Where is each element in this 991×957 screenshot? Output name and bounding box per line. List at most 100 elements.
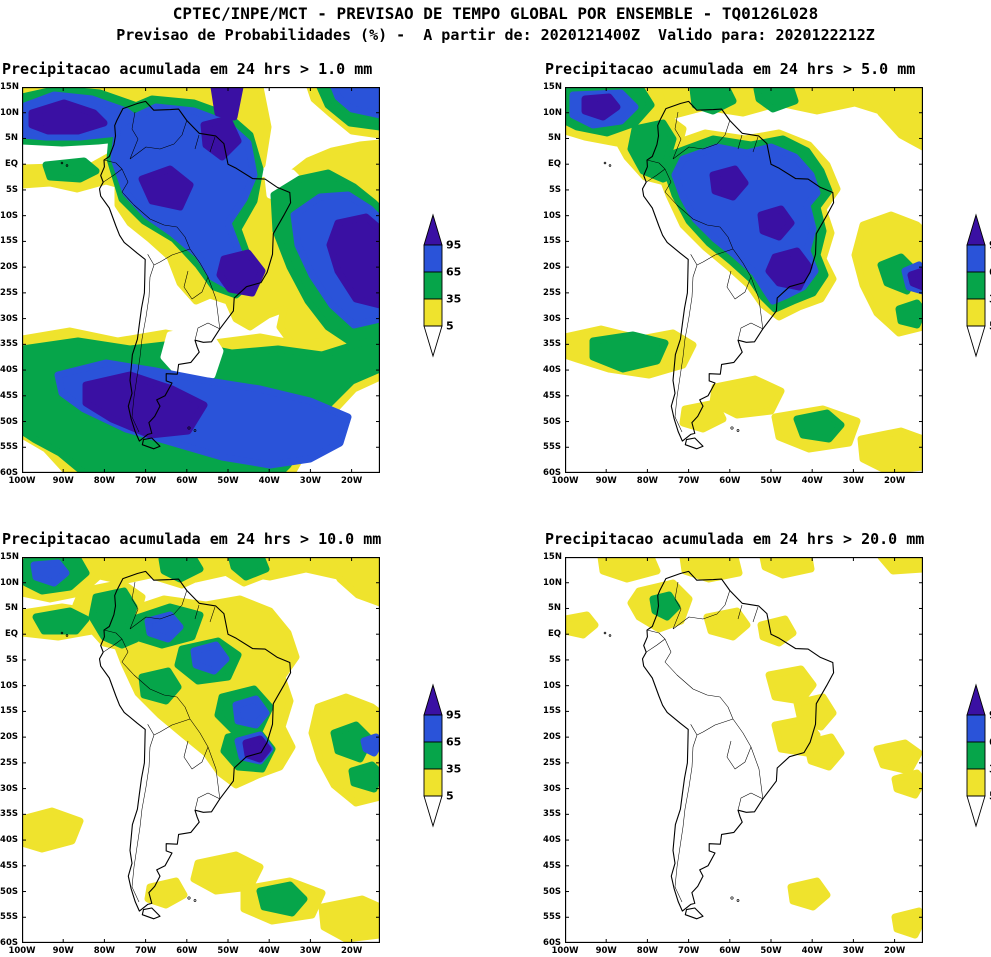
lat-tick-label: 45S (0, 390, 18, 401)
lat-tick-label: 5S (548, 654, 561, 665)
lon-tick-label: 70W (677, 946, 700, 956)
lon-tick-label: 50W (760, 476, 782, 486)
lat-tick-label: 35S (0, 809, 18, 820)
colorbar-label-35: 35 (446, 293, 461, 306)
lat-tick-label: 45S (543, 860, 561, 871)
colorbar-label-65: 65 (989, 736, 991, 749)
lat-tick-label: 55S (543, 442, 561, 453)
lon-tick-label: 90W (52, 476, 74, 486)
lon-tick-label: 70W (677, 476, 700, 486)
lat-tick-label: 15S (0, 236, 18, 247)
lat-tick-label: 20S (543, 732, 561, 743)
lat-tick-label: 5N (4, 133, 18, 144)
lat-tick-label: 25S (0, 757, 18, 768)
axis-tick-marks (22, 557, 380, 943)
lat-tick-label: 15N (0, 82, 19, 92)
lon-tick-label: 80W (93, 476, 115, 486)
page-title: CPTEC/INPE/MCT - PREVISAO DE TEMPO GLOBA… (172, 4, 819, 23)
probability-shading (565, 557, 923, 939)
colorbar-label-35: 35 (989, 763, 991, 776)
lon-tick-label: 50W (760, 946, 782, 956)
panel-title: Precipitacao acumulada em 24 hrs > 1.0 m… (2, 60, 373, 78)
lat-tick-label: 15N (543, 82, 562, 92)
panel-precip-gt-1mm: Precipitacao acumulada em 24 hrs > 1.0 m… (0, 52, 470, 492)
lat-tick-label: 5N (547, 603, 561, 614)
lat-tick-label: EQ (547, 629, 561, 640)
lon-tick-label: 90W (52, 946, 74, 956)
colorbar-label-5: 5 (989, 320, 991, 333)
lat-tick-label: 55S (0, 912, 18, 923)
lat-tick-label: 5N (4, 603, 18, 614)
lon-tick-label: 60W (719, 476, 741, 486)
lon-tick-label: 90W (595, 476, 617, 486)
axis-tick-marks (565, 557, 923, 943)
lat-tick-label: 50S (543, 886, 561, 897)
probability-shading (22, 557, 380, 943)
lat-tick-label: 10N (0, 107, 19, 118)
lat-tick-label: 50S (543, 416, 561, 427)
lat-tick-label: 10S (0, 210, 18, 221)
lon-tick-label: 20W (883, 476, 906, 486)
map-frame (565, 87, 923, 473)
lon-tick-label: 30W (299, 946, 321, 956)
lat-tick-label: 5N (547, 133, 561, 144)
lat-tick-label: 60S (0, 468, 18, 478)
lon-tick-label: 40W (258, 946, 280, 956)
map-frame (22, 87, 380, 473)
panel-title: Precipitacao acumulada em 24 hrs > 20.0 … (545, 530, 925, 548)
lat-tick-label: 15S (0, 706, 18, 717)
lat-tick-label: 50S (0, 886, 18, 897)
lon-tick-label: 50W (217, 946, 239, 956)
lat-tick-label: 30S (543, 313, 561, 324)
lon-tick-label: 90W (595, 946, 617, 956)
lon-tick-label: 100W (551, 946, 579, 956)
lon-tick-label: 30W (842, 476, 864, 486)
panel-title: Precipitacao acumulada em 24 hrs > 10.0 … (2, 530, 382, 548)
lon-tick-label: 100W (8, 476, 36, 486)
lat-tick-label: 5S (548, 184, 561, 195)
lon-tick-label: 40W (258, 476, 280, 486)
lon-tick-label: 60W (176, 946, 198, 956)
lat-tick-label: 35S (543, 339, 561, 350)
lon-tick-label: 50W (217, 476, 239, 486)
axis-tick-marks (22, 87, 380, 473)
lon-tick-label: 70W (134, 476, 157, 486)
colorbar-scale (966, 214, 986, 357)
colorbar-label-35: 35 (446, 763, 461, 776)
panel-precip-gt-10mm: Precipitacao acumulada em 24 hrs > 10.0 … (0, 522, 470, 957)
panel-precip-gt-5mm: Precipitacao acumulada em 24 hrs > 5.0 m… (543, 52, 991, 492)
probability-colorbar: 95 65 35 5 (423, 214, 461, 357)
probability-colorbar: 95 65 35 5 (423, 684, 461, 827)
lat-tick-label: EQ (4, 629, 18, 640)
lat-tick-label: 15N (0, 552, 19, 562)
lon-tick-label: 80W (636, 946, 658, 956)
lat-tick-label: 15N (543, 552, 562, 562)
colorbar-label-95: 95 (989, 709, 991, 722)
lat-tick-label: 60S (543, 468, 561, 478)
colorbar-scale (423, 684, 443, 827)
panel-title: Precipitacao acumulada em 24 hrs > 5.0 m… (545, 60, 916, 78)
colorbar-label-95: 95 (989, 239, 991, 252)
lat-tick-label: 10S (543, 680, 561, 691)
lat-tick-label: 5S (5, 184, 18, 195)
colorbar-label-35: 35 (989, 293, 991, 306)
lon-tick-label: 30W (299, 476, 321, 486)
map-frame (565, 557, 923, 943)
lat-tick-label: 15S (543, 236, 561, 247)
lat-tick-label: 25S (543, 757, 561, 768)
colorbar-label-65: 65 (446, 736, 461, 749)
axis-tick-marks (565, 87, 923, 473)
map-precip-gt-10mm (22, 557, 380, 943)
lon-tick-label: 70W (134, 946, 157, 956)
panel-precip-gt-20mm: Precipitacao acumulada em 24 hrs > 20.0 … (543, 522, 991, 957)
lon-tick-label: 100W (8, 946, 36, 956)
map-precip-gt-20mm (565, 557, 923, 943)
lon-tick-label: 20W (883, 946, 906, 956)
lat-tick-label: 10N (0, 577, 19, 588)
lat-tick-label: 60S (543, 938, 561, 948)
lon-tick-label: 60W (719, 946, 741, 956)
lon-tick-label: 40W (801, 476, 823, 486)
colorbar-label-65: 65 (446, 266, 461, 279)
colorbar-scale (966, 684, 986, 827)
lat-tick-label: 55S (0, 442, 18, 453)
